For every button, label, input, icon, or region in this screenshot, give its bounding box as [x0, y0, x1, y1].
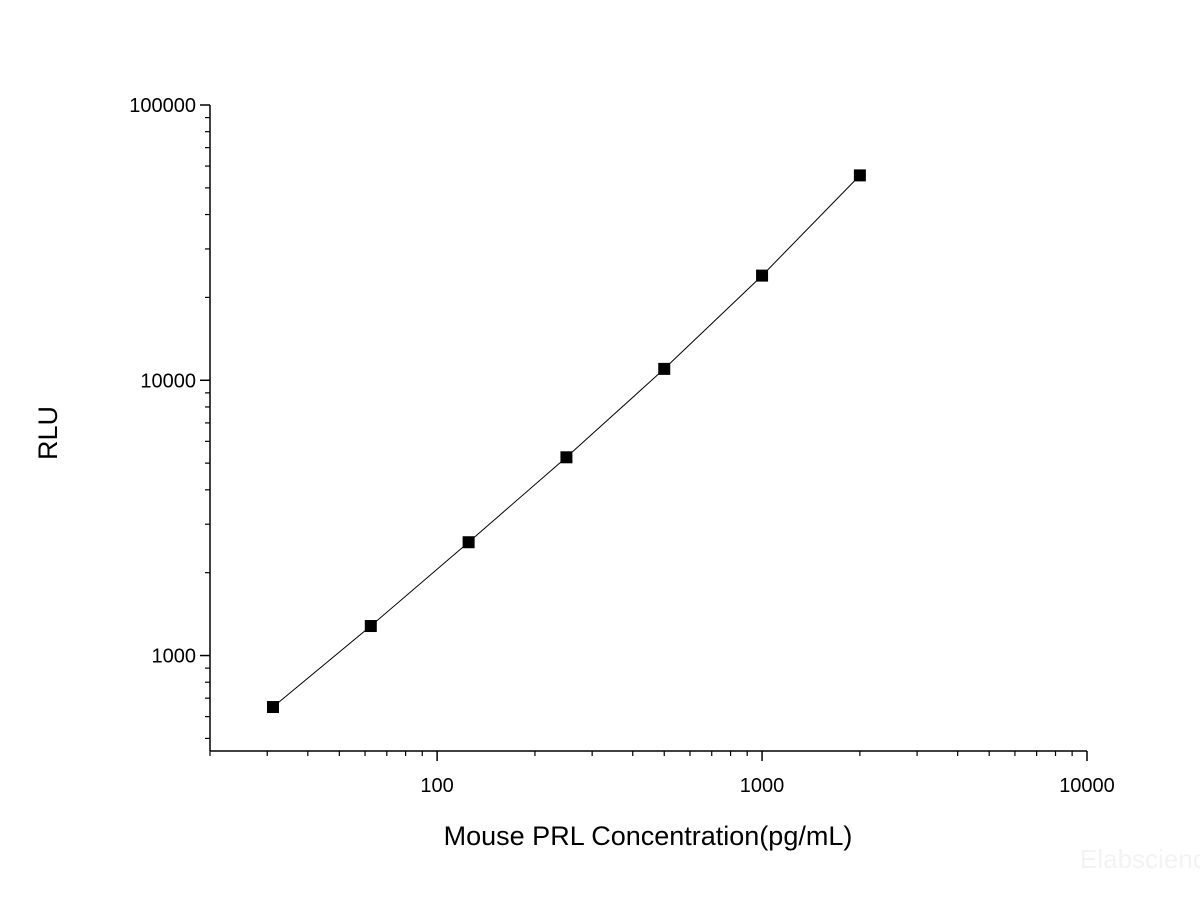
data-point	[462, 536, 475, 549]
x-axis-title: Mouse PRL Concentration(pg/mL)	[444, 821, 853, 851]
axes	[209, 105, 1087, 752]
series-line	[272, 175, 861, 708]
y-tick-label: 1000	[152, 646, 197, 668]
x-tick-label: 1000	[740, 775, 785, 797]
y-tick-label: 100000	[129, 95, 196, 117]
data-point	[266, 701, 279, 714]
data-point	[658, 362, 671, 375]
x-ticks: 100 1000 10000	[209, 751, 1115, 797]
data-point	[364, 620, 377, 633]
data-point	[560, 451, 573, 464]
x-tick-label: 100	[420, 775, 453, 797]
series-layer	[266, 169, 866, 714]
watermark-text: Elabscience	[1080, 844, 1200, 874]
x-tick-label: 10000	[1059, 775, 1115, 797]
y-tick-label: 10000	[140, 370, 196, 392]
data-point	[756, 269, 769, 282]
y-axis-title: RLU	[33, 406, 63, 460]
y-ticks: 1000 10000 100000	[129, 95, 210, 740]
data-point	[853, 169, 866, 182]
